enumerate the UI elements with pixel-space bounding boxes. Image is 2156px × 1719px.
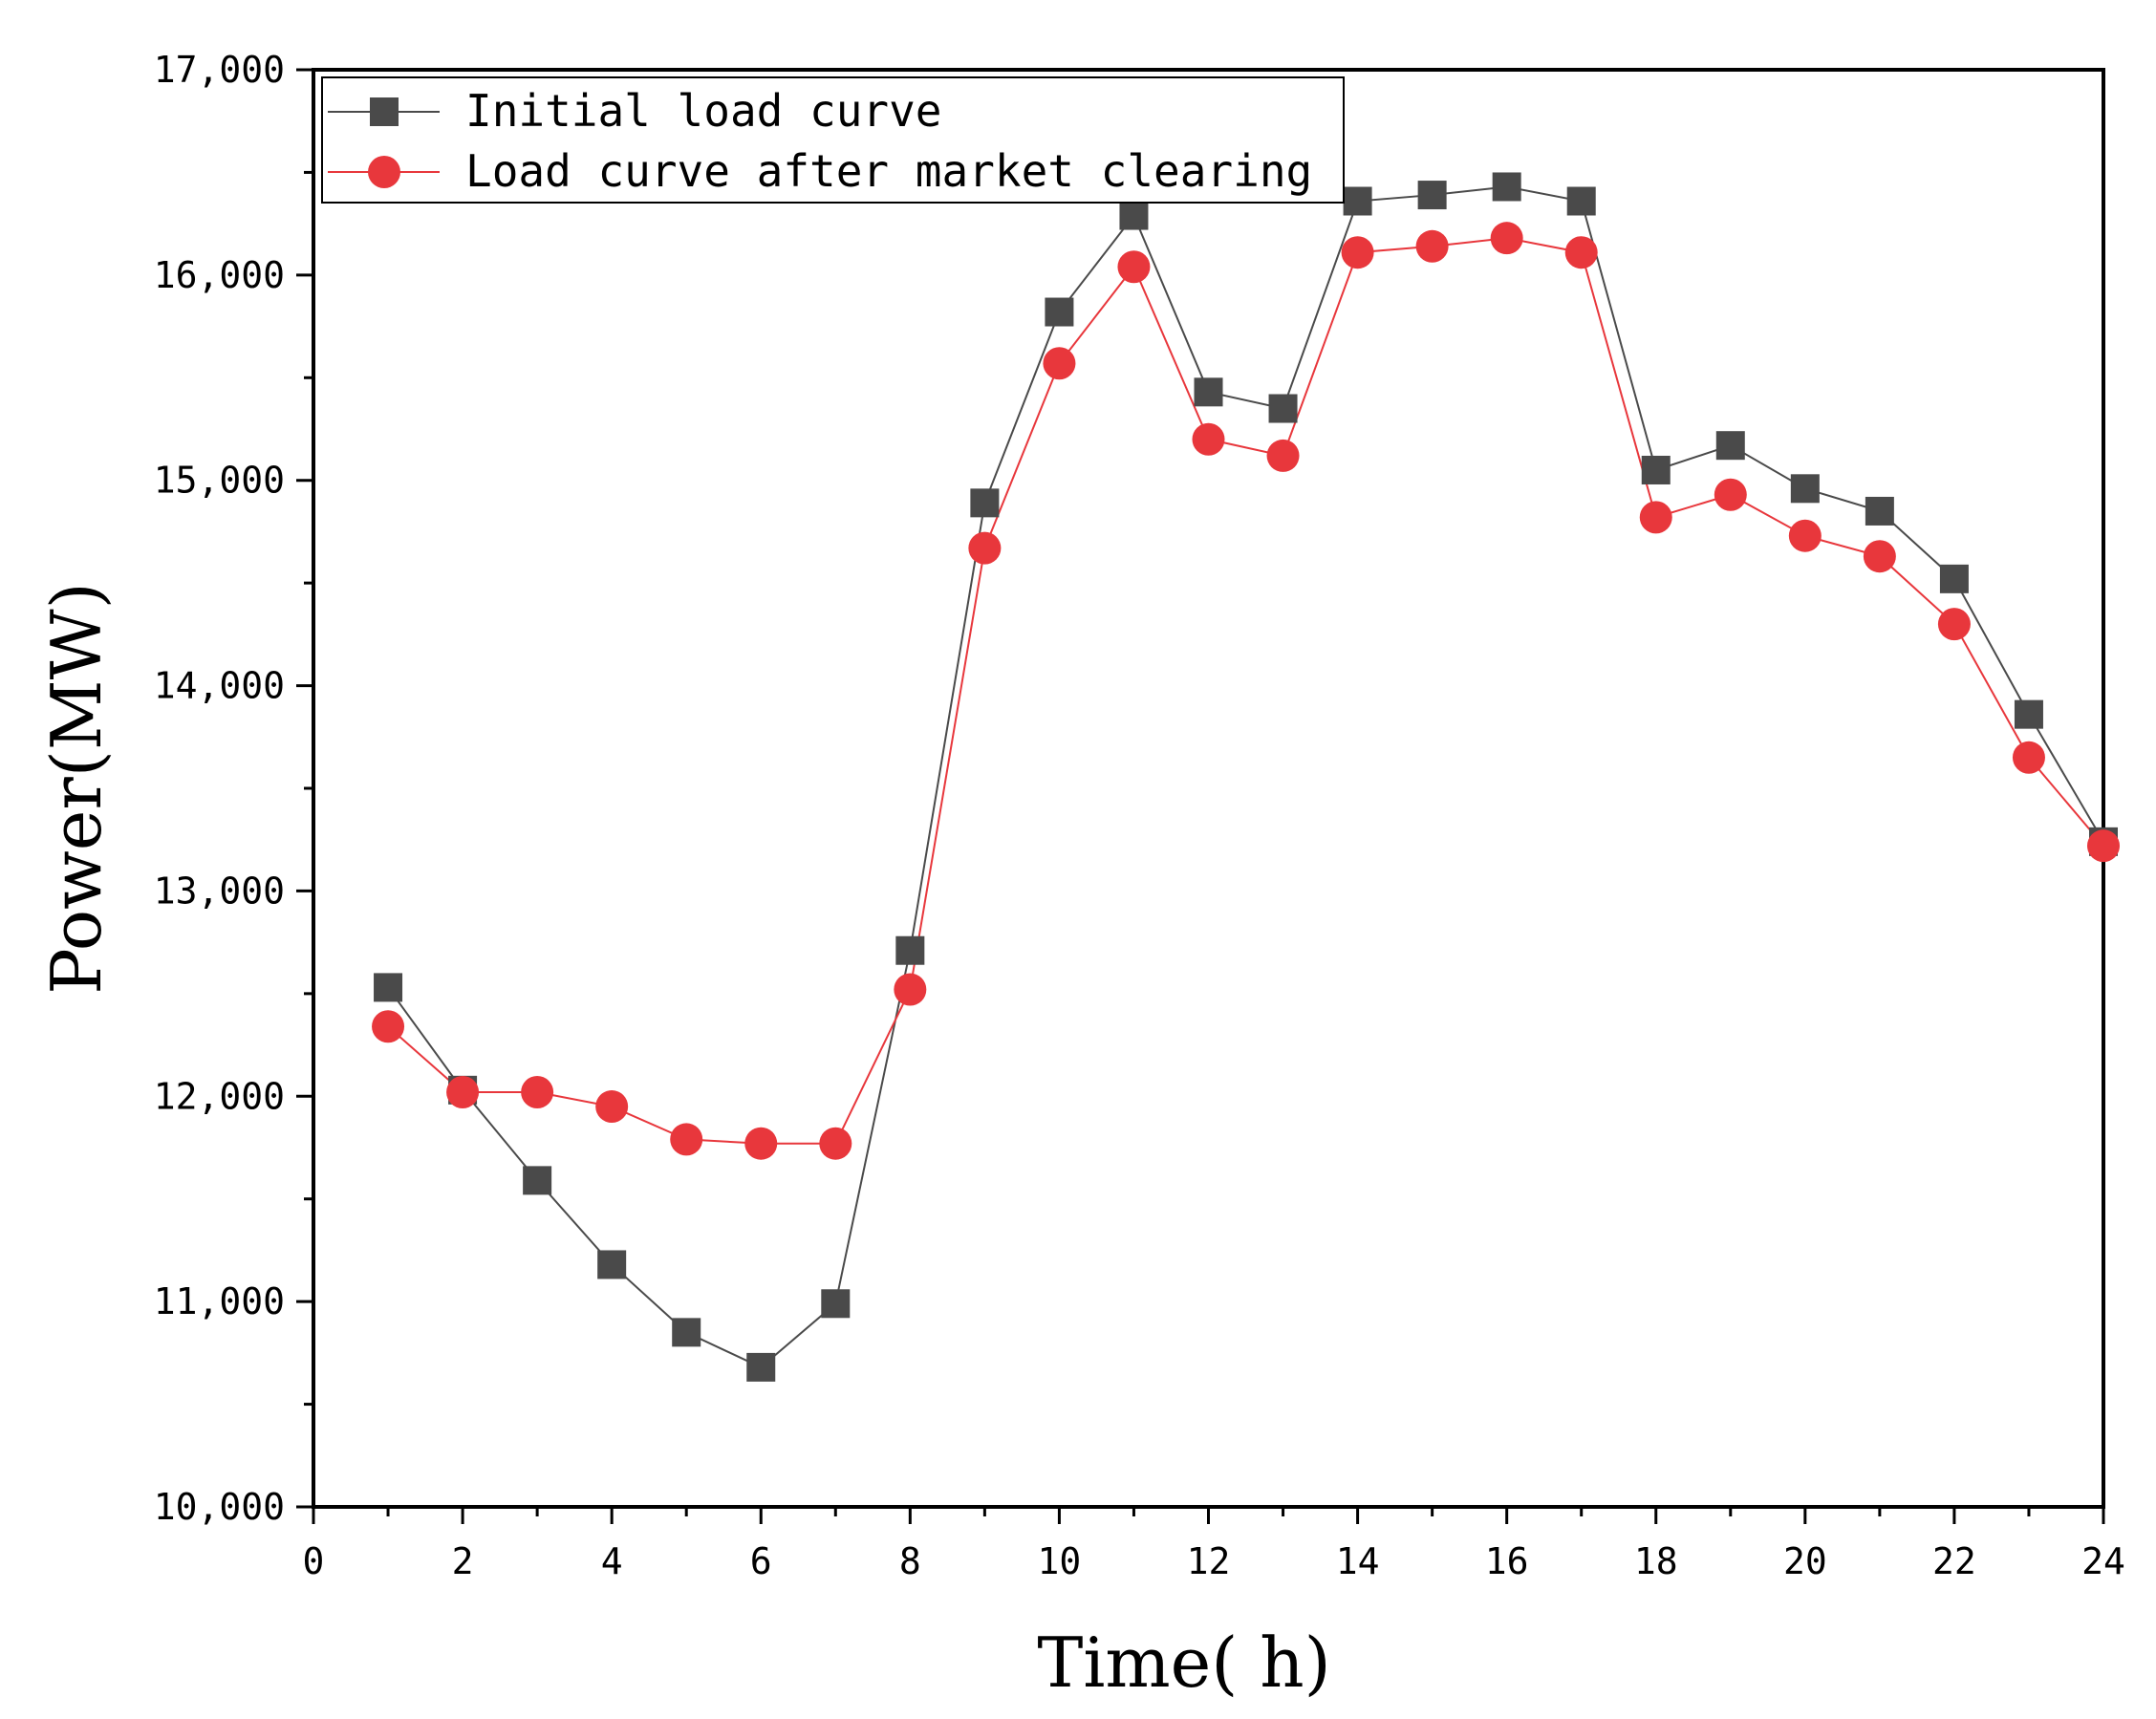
x-tick-label: 8 — [899, 1540, 921, 1582]
x-tick-label: 2 — [452, 1540, 474, 1582]
series-1-point — [1343, 186, 1372, 216]
legend-marker-circle — [368, 156, 400, 188]
x-tick-label: 20 — [1783, 1540, 1827, 1582]
series-1-point — [1045, 297, 1074, 327]
series-1-point — [1715, 431, 1745, 461]
series-1-point — [1268, 394, 1298, 423]
x-tick-label: 6 — [750, 1540, 772, 1582]
y-tick-label: 14,000 — [154, 665, 285, 707]
series-1-point — [1641, 455, 1671, 484]
x-axis-title: Time( h) — [1037, 1622, 1330, 1703]
axis-ticks: 0 2 4 6 8 10 12 14 16 18 20 22 2410,00011,00012,0001… — [154, 49, 2125, 1582]
series-2-point — [2012, 741, 2045, 774]
series-2-point — [1639, 501, 1672, 534]
series-2-point — [819, 1127, 852, 1160]
plot-area — [312, 68, 2105, 1509]
x-tick-label: 4 — [601, 1540, 623, 1582]
series-1-point — [895, 935, 925, 965]
series-1-point — [1790, 474, 1820, 504]
series-2-point — [894, 973, 927, 1006]
series-2-point — [968, 531, 1002, 565]
y-tick-label: 12,000 — [154, 1075, 285, 1117]
series-1-point — [374, 973, 403, 1002]
series-1-point — [1492, 172, 1521, 202]
legend-marker-square — [370, 97, 399, 126]
series-2-point — [1192, 422, 1225, 456]
y-tick-label: 11,000 — [154, 1280, 285, 1322]
series-1-point — [597, 1250, 627, 1279]
series-2-point — [1564, 236, 1598, 269]
series-2-point — [2087, 829, 2120, 863]
legend-label-1: Initial load curve — [465, 85, 942, 137]
series-1-point — [1119, 201, 1149, 230]
series-2-point — [521, 1075, 554, 1108]
series-1-point — [523, 1166, 552, 1195]
series-1-point — [2014, 699, 2043, 729]
x-tick-label: 12 — [1187, 1540, 1231, 1582]
x-tick-label: 18 — [1634, 1540, 1678, 1582]
legend-box — [321, 76, 1345, 204]
series-1-point — [672, 1318, 701, 1347]
y-tick-label: 17,000 — [154, 49, 285, 91]
series-2-point — [372, 1010, 405, 1043]
series-2-point — [1341, 236, 1374, 269]
series-2-point — [1937, 608, 1971, 641]
series-2-point — [1714, 478, 1747, 511]
x-tick-label: 0 — [303, 1540, 325, 1582]
series-2-point — [1117, 250, 1151, 284]
series-2-point — [1788, 519, 1822, 552]
series-1-point — [746, 1352, 776, 1382]
y-tick-label: 13,000 — [154, 870, 285, 912]
legend: Initial load curve Load curve after marke… — [321, 76, 1345, 204]
series-1-point — [970, 488, 1000, 518]
series-1-point — [821, 1289, 851, 1319]
series-1-point — [1939, 564, 1969, 593]
series-1-point — [1417, 181, 1447, 210]
y-tick-label: 10,000 — [154, 1486, 285, 1528]
series-2-point — [595, 1090, 629, 1124]
y-tick-label: 15,000 — [154, 460, 285, 502]
series-2-point — [1863, 540, 1896, 573]
series-1-point — [1194, 377, 1223, 407]
x-tick-label: 22 — [1932, 1540, 1976, 1582]
series-2-point — [1490, 222, 1523, 255]
series-markers — [372, 172, 2120, 1382]
series-2-point — [1266, 439, 1300, 472]
series-2-point — [670, 1123, 703, 1156]
series-2-point — [1415, 229, 1449, 263]
series-2-point — [744, 1127, 778, 1160]
x-tick-label: 16 — [1485, 1540, 1529, 1582]
y-tick-label: 16,000 — [154, 254, 285, 296]
x-tick-label: 14 — [1336, 1540, 1380, 1582]
series-1-point — [1865, 496, 1894, 526]
series-2-point — [1043, 347, 1076, 380]
series-2-point — [446, 1075, 480, 1108]
x-tick-label: 10 — [1038, 1540, 1082, 1582]
series-1-point — [1566, 186, 1596, 216]
x-tick-label: 24 — [2081, 1540, 2125, 1582]
legend-label-2: Load curve after market clearing — [465, 145, 1312, 197]
y-axis-title: Power(MW) — [36, 582, 117, 994]
